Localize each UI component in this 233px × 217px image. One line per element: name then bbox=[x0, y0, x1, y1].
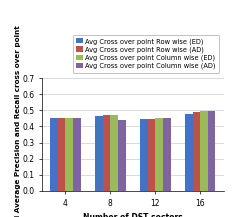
X-axis label: Number of DST sectors: Number of DST sectors bbox=[83, 213, 183, 217]
Bar bbox=[50, 118, 58, 191]
Bar bbox=[148, 119, 155, 191]
Bar bbox=[65, 118, 73, 191]
Bar bbox=[155, 118, 163, 191]
Bar bbox=[73, 118, 81, 191]
Bar bbox=[192, 112, 200, 191]
Bar bbox=[208, 111, 216, 191]
Y-axis label: Overall Average Precision and Recall cross over point: Overall Average Precision and Recall cro… bbox=[15, 25, 21, 217]
Legend: Avg Cross over point Row wise (ED), Avg Cross over point Row wise (AD), Avg Cros: Avg Cross over point Row wise (ED), Avg … bbox=[72, 35, 219, 72]
Bar bbox=[163, 118, 171, 191]
Bar bbox=[110, 115, 118, 191]
Bar bbox=[58, 118, 65, 191]
Bar bbox=[185, 114, 192, 191]
Bar bbox=[140, 119, 148, 191]
Bar bbox=[95, 115, 103, 191]
Bar bbox=[200, 112, 208, 191]
Bar bbox=[103, 115, 110, 191]
Bar bbox=[118, 120, 126, 191]
